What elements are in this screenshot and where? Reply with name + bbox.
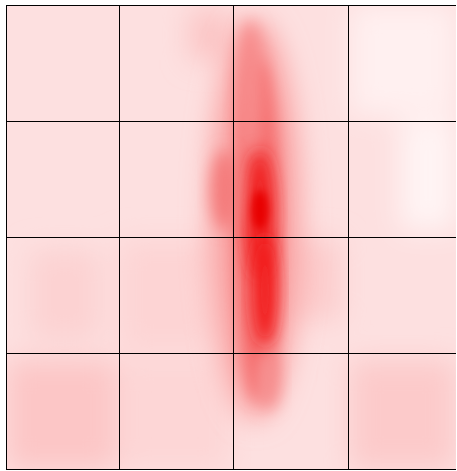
texture (6, 5, 456, 470)
hot-streak (210, 20, 300, 420)
panel-grid (6, 5, 456, 470)
heat-field (6, 5, 456, 470)
